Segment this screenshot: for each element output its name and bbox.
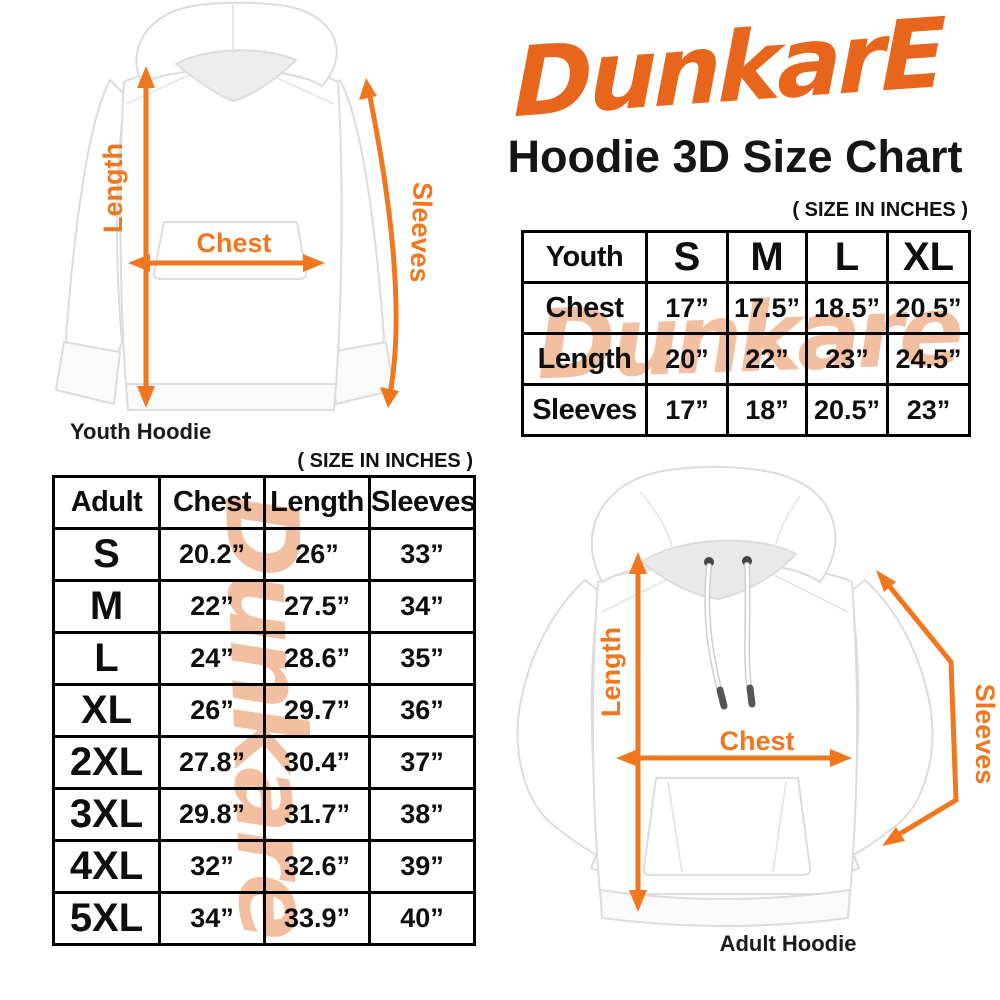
cell-value: 17” [645, 383, 729, 437]
youth-size-l: L [805, 230, 889, 284]
page-title: Hoodie 3D Size Chart [507, 131, 963, 182]
cell-value: 39” [368, 839, 476, 894]
cell-value: 34” [368, 579, 476, 634]
brand-logo: DunkarE [455, 0, 1000, 139]
adult-table-header-row: Adult Chest Length Sleeves [52, 475, 476, 530]
youth-table-header-row: Youth S M L XL [521, 230, 971, 284]
cell-value: 17” [645, 281, 729, 335]
size-label: 2XL [52, 735, 161, 790]
youth-measurement-arrows [128, 66, 399, 408]
cell-value: 22” [158, 579, 266, 634]
cell-value: 27.8” [158, 735, 266, 790]
youth-sleeves-label: Sleeves [404, 182, 437, 284]
adult-size-table: Adult Chest Length Sleeves S 20.2” 26” 3… [52, 475, 476, 946]
cell-value: 23” [886, 383, 971, 437]
adult-measurement-arrows [616, 552, 959, 912]
adult-row-l: L 24” 28.6” 35” [52, 631, 476, 686]
youth-hoodie-svg: Length Chest Sleeves [55, 1, 438, 411]
cell-value: 22” [726, 332, 808, 386]
cell-value: 18.5” [805, 281, 889, 335]
youth-size-note: ( SIZE IN INCHES ) [792, 199, 968, 221]
adult-size-table-wrap: Adult Chest Length Sleeves S 20.2” 26” 3… [52, 475, 476, 946]
adult-row-m: M 22” 27.5” 34” [52, 579, 476, 634]
cell-value: 18” [726, 383, 808, 437]
cell-value: 31.7” [263, 787, 371, 842]
cell-value: 20.5” [886, 281, 971, 335]
adult-row-3xl: 3XL 29.8” 31.7” 38” [52, 787, 476, 842]
cell-value: 20” [645, 332, 729, 386]
cell-value: 17.5” [726, 281, 808, 335]
youth-chest-label: Chest [196, 228, 271, 258]
youth-size-s: S [645, 230, 729, 284]
adult-col-chest: Chest [158, 475, 266, 530]
youth-length-row: Length 20” 22” 23” 24.5” [521, 332, 971, 386]
adult-row-2xl: 2XL 27.8” 30.4” 37” [52, 735, 476, 790]
cell-value: 33.9” [263, 891, 371, 946]
adult-col-sleeves: Sleeves [368, 475, 476, 530]
adult-length-label: Length [596, 627, 626, 717]
youth-size-table-wrap: Youth S M L XL Chest 17” 17.5” 18.5” 20.… [521, 230, 971, 437]
youth-size-table: Youth S M L XL Chest 17” 17.5” 18.5” 20.… [521, 230, 971, 437]
adult-row-xl: XL 26” 29.7” 36” [52, 683, 476, 738]
cell-value: 20.2” [158, 527, 266, 582]
youth-hoodie-garment [55, 1, 395, 411]
cell-value: 26” [263, 527, 371, 582]
cell-value: 24.5” [886, 332, 971, 386]
cell-value: 23” [805, 332, 889, 386]
adult-sleeves-arrow [888, 585, 959, 838]
adult-header-cell: Adult [52, 475, 161, 530]
youth-sleeves-row: Sleeves 17” 18” 20.5” 23” [521, 383, 971, 437]
adult-size-note: ( SIZE IN INCHES ) [297, 450, 473, 472]
cell-value: 35” [368, 631, 476, 686]
size-label: M [52, 579, 161, 634]
youth-hoodie-caption: Youth Hoodie [70, 419, 212, 444]
row-label: Length [521, 332, 648, 386]
cell-value: 37” [368, 735, 476, 790]
adult-hoodie-illustration: Length Chest Sleeves [490, 462, 1000, 932]
adult-row-s: S 20.2” 26” 33” [52, 527, 476, 582]
drawstring-tips [716, 684, 756, 710]
cell-value: 24” [158, 631, 266, 686]
brand-logo-text: DunkarE [513, 0, 942, 139]
cell-value: 29.7” [263, 683, 371, 738]
cell-value: 28.6” [263, 631, 371, 686]
size-label: 4XL [52, 839, 161, 894]
row-label: Chest [521, 281, 648, 335]
size-label: L [52, 631, 161, 686]
youth-size-m: M [726, 230, 808, 284]
adult-row-4xl: 4XL 32” 32.6” 39” [52, 839, 476, 894]
adult-hoodie-garment [516, 465, 934, 927]
adult-hoodie-svg: Length Chest Sleeves [516, 465, 1000, 927]
size-label: 5XL [52, 891, 161, 946]
cell-value: 33” [368, 527, 476, 582]
cell-value: 29.8” [158, 787, 266, 842]
size-label: S [52, 527, 161, 582]
adult-sleeves-label: Sleeves [970, 684, 1000, 785]
adult-hoodie-caption: Adult Hoodie [719, 931, 857, 956]
size-label: 3XL [52, 787, 161, 842]
youth-chest-row: Chest 17” 17.5” 18.5” 20.5” [521, 281, 971, 335]
youth-sleeves-arrow [366, 91, 399, 395]
cell-value: 32.6” [263, 839, 371, 894]
cell-value: 30.4” [263, 735, 371, 790]
cell-value: 40” [368, 891, 476, 946]
cell-value: 36” [368, 683, 476, 738]
cell-value: 38” [368, 787, 476, 842]
cell-value: 27.5” [263, 579, 371, 634]
size-label: XL [52, 683, 161, 738]
youth-size-xl: XL [886, 230, 971, 284]
adult-chest-label: Chest [719, 726, 794, 756]
youth-length-label: Length [98, 143, 128, 233]
cell-value: 32” [158, 839, 266, 894]
adult-row-5xl: 5XL 34” 33.9” 40” [52, 891, 476, 946]
cell-value: 20.5” [805, 383, 889, 437]
youth-hoodie-illustration: Length Chest Sleeves [10, 0, 480, 420]
youth-header-cell: Youth [521, 230, 648, 284]
adult-col-length: Length [263, 475, 371, 530]
row-label: Sleeves [521, 383, 648, 437]
cell-value: 34” [158, 891, 266, 946]
cell-value: 26” [158, 683, 266, 738]
